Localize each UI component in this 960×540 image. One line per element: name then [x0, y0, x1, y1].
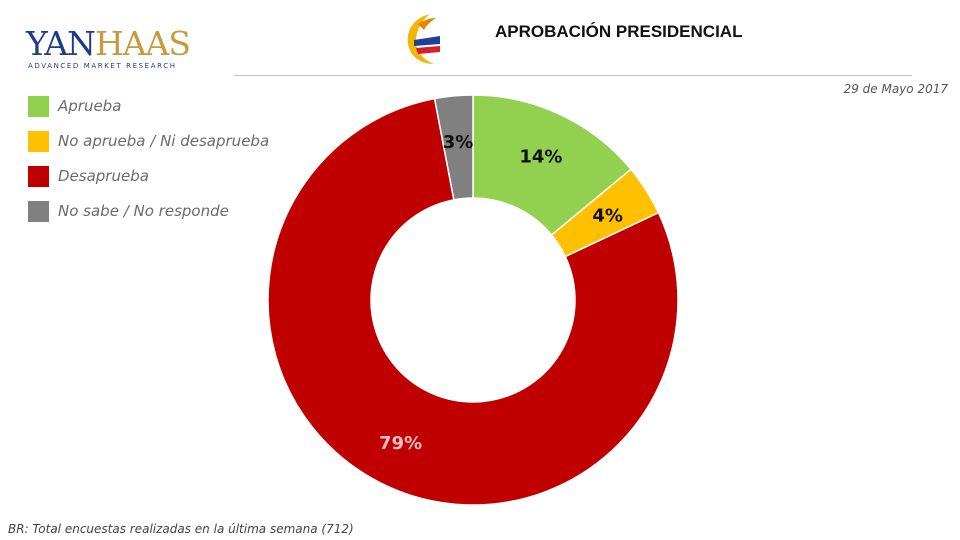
footnote: BR: Total encuestas realizadas en la últ… — [8, 522, 354, 536]
slice-aprueba — [472, 94, 633, 237]
legend-swatch — [28, 201, 49, 222]
logo-tagline: ADVANCED MARKET RESEARCH — [28, 62, 177, 70]
logo-wordmark: YANHAAS — [26, 24, 191, 64]
slice-aprueba-label: 14% — [519, 147, 562, 168]
legend-label: No sabe / No responde — [58, 202, 229, 220]
slice-desaprueba-label: 79% — [379, 433, 422, 454]
legend-swatch — [28, 131, 49, 152]
chart-title: APROBACIÓN PRESIDENCIAL — [495, 22, 743, 41]
legend-label: No aprueba / Ni desaprueba — [58, 132, 270, 150]
legend-swatch — [28, 166, 49, 187]
slice-no-sabe-no-responde-label: 3% — [443, 132, 474, 153]
slice-desaprueba — [267, 97, 679, 506]
slice-no-aprueba-ni-desaprueba-label: 4% — [592, 206, 623, 227]
legend-swatch — [28, 96, 49, 117]
legend-label: Desaprueba — [58, 167, 149, 185]
report-date: 29 de Mayo 2017 — [843, 82, 948, 96]
logo-word-yan: YAN — [26, 24, 96, 63]
donut-chart: 14% 4% 79% 3% — [267, 94, 679, 506]
yanhaas-logo: YANHAAS ADVANCED MARKET RESEARCH — [22, 24, 191, 74]
slice-no-sabe-no-responde — [433, 94, 474, 201]
header-divider — [234, 75, 912, 76]
logo-word-haas: HAAS — [94, 24, 191, 63]
presidency-emblem-icon — [407, 14, 440, 64]
legend-label: Aprueba — [58, 97, 122, 115]
